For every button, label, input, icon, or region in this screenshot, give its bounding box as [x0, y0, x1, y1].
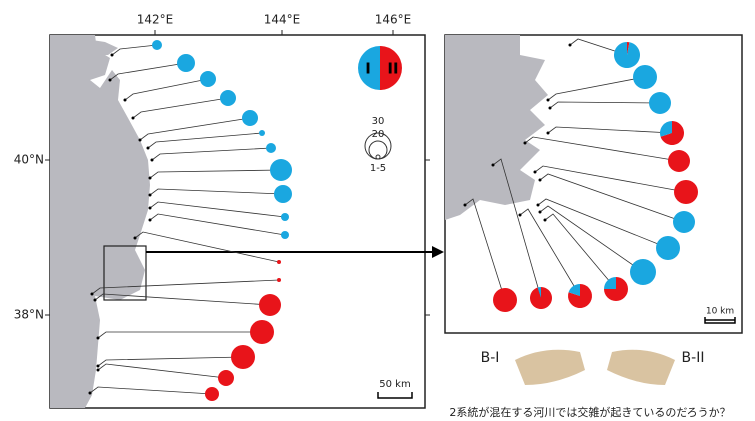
pie: [493, 288, 517, 312]
site-point: [492, 164, 495, 167]
lat-label: 38°N: [14, 308, 44, 322]
site-point: [97, 365, 100, 368]
lon-label: 146°E: [375, 13, 412, 27]
site-point: [132, 117, 135, 120]
pie: [259, 130, 265, 136]
pie: [231, 345, 255, 369]
site-point: [124, 99, 127, 102]
site-point: [149, 177, 152, 180]
pie-wedge-II: [530, 287, 552, 309]
legend-label: II: [387, 60, 398, 78]
pie: [277, 278, 281, 282]
site-point: [539, 211, 542, 214]
pie: [200, 71, 216, 87]
pie: [633, 65, 657, 89]
pie: [205, 387, 219, 401]
site-point: [151, 159, 154, 162]
figure: 142°E 144°E 146°E 40°N 38°N I II 30 20 1…: [0, 0, 755, 421]
site-point: [139, 139, 142, 142]
pie: [266, 143, 276, 153]
lat-label: 40°N: [14, 153, 44, 167]
size-label: 20: [372, 129, 385, 140]
pie: [270, 159, 292, 181]
scale-label: 10 km: [706, 307, 734, 317]
lon-label: 142°E: [137, 13, 174, 27]
pie: [220, 90, 236, 106]
pie: [274, 185, 292, 203]
photo-label: B-I: [481, 350, 500, 366]
legend-label: I: [365, 60, 371, 78]
lon-label: 144°E: [264, 13, 301, 27]
site-point: [97, 369, 100, 372]
site-point: [569, 44, 572, 47]
pie: [656, 236, 680, 260]
site-point: [94, 299, 97, 302]
pie: [281, 213, 289, 221]
arrow-head: [432, 246, 444, 258]
site-point: [149, 194, 152, 197]
site-point: [109, 79, 112, 82]
pie: [649, 92, 671, 114]
site-point: [149, 207, 152, 210]
shrimp-photo: [515, 350, 585, 385]
site-point: [524, 142, 527, 145]
scale-label: 50 km: [379, 379, 410, 390]
pie: [668, 150, 690, 172]
pie: [259, 294, 281, 316]
size-label: 1-5: [370, 163, 386, 174]
pie: [673, 211, 695, 233]
site-point: [549, 107, 552, 110]
site-point: [91, 293, 94, 296]
pie: [281, 231, 289, 239]
site-point: [539, 179, 542, 182]
pie: [152, 40, 162, 50]
photo-label: B-II: [682, 350, 705, 366]
pie: [242, 110, 258, 126]
size-label: 30: [372, 116, 385, 127]
site-point: [97, 337, 100, 340]
pie: [250, 320, 274, 344]
site-point: [147, 147, 150, 150]
pie: [177, 54, 195, 72]
site-point: [519, 214, 522, 217]
site-point: [547, 132, 550, 135]
site-point: [134, 237, 137, 240]
site-point: [544, 219, 547, 222]
site-point: [537, 204, 540, 207]
site-point: [89, 392, 92, 395]
shrimp-photo: [607, 350, 675, 385]
site-point: [149, 219, 152, 222]
pie: [277, 260, 281, 264]
pie: [674, 180, 698, 204]
pie: [630, 259, 656, 285]
pie-wedge-I: [614, 42, 640, 68]
site-point: [534, 171, 537, 174]
site-point: [464, 204, 467, 207]
site-point: [547, 99, 550, 102]
pie: [218, 370, 234, 386]
site-point: [111, 54, 114, 57]
caption: 2系統が混在する河川では交雑が起きているのだろうか？: [449, 405, 730, 419]
